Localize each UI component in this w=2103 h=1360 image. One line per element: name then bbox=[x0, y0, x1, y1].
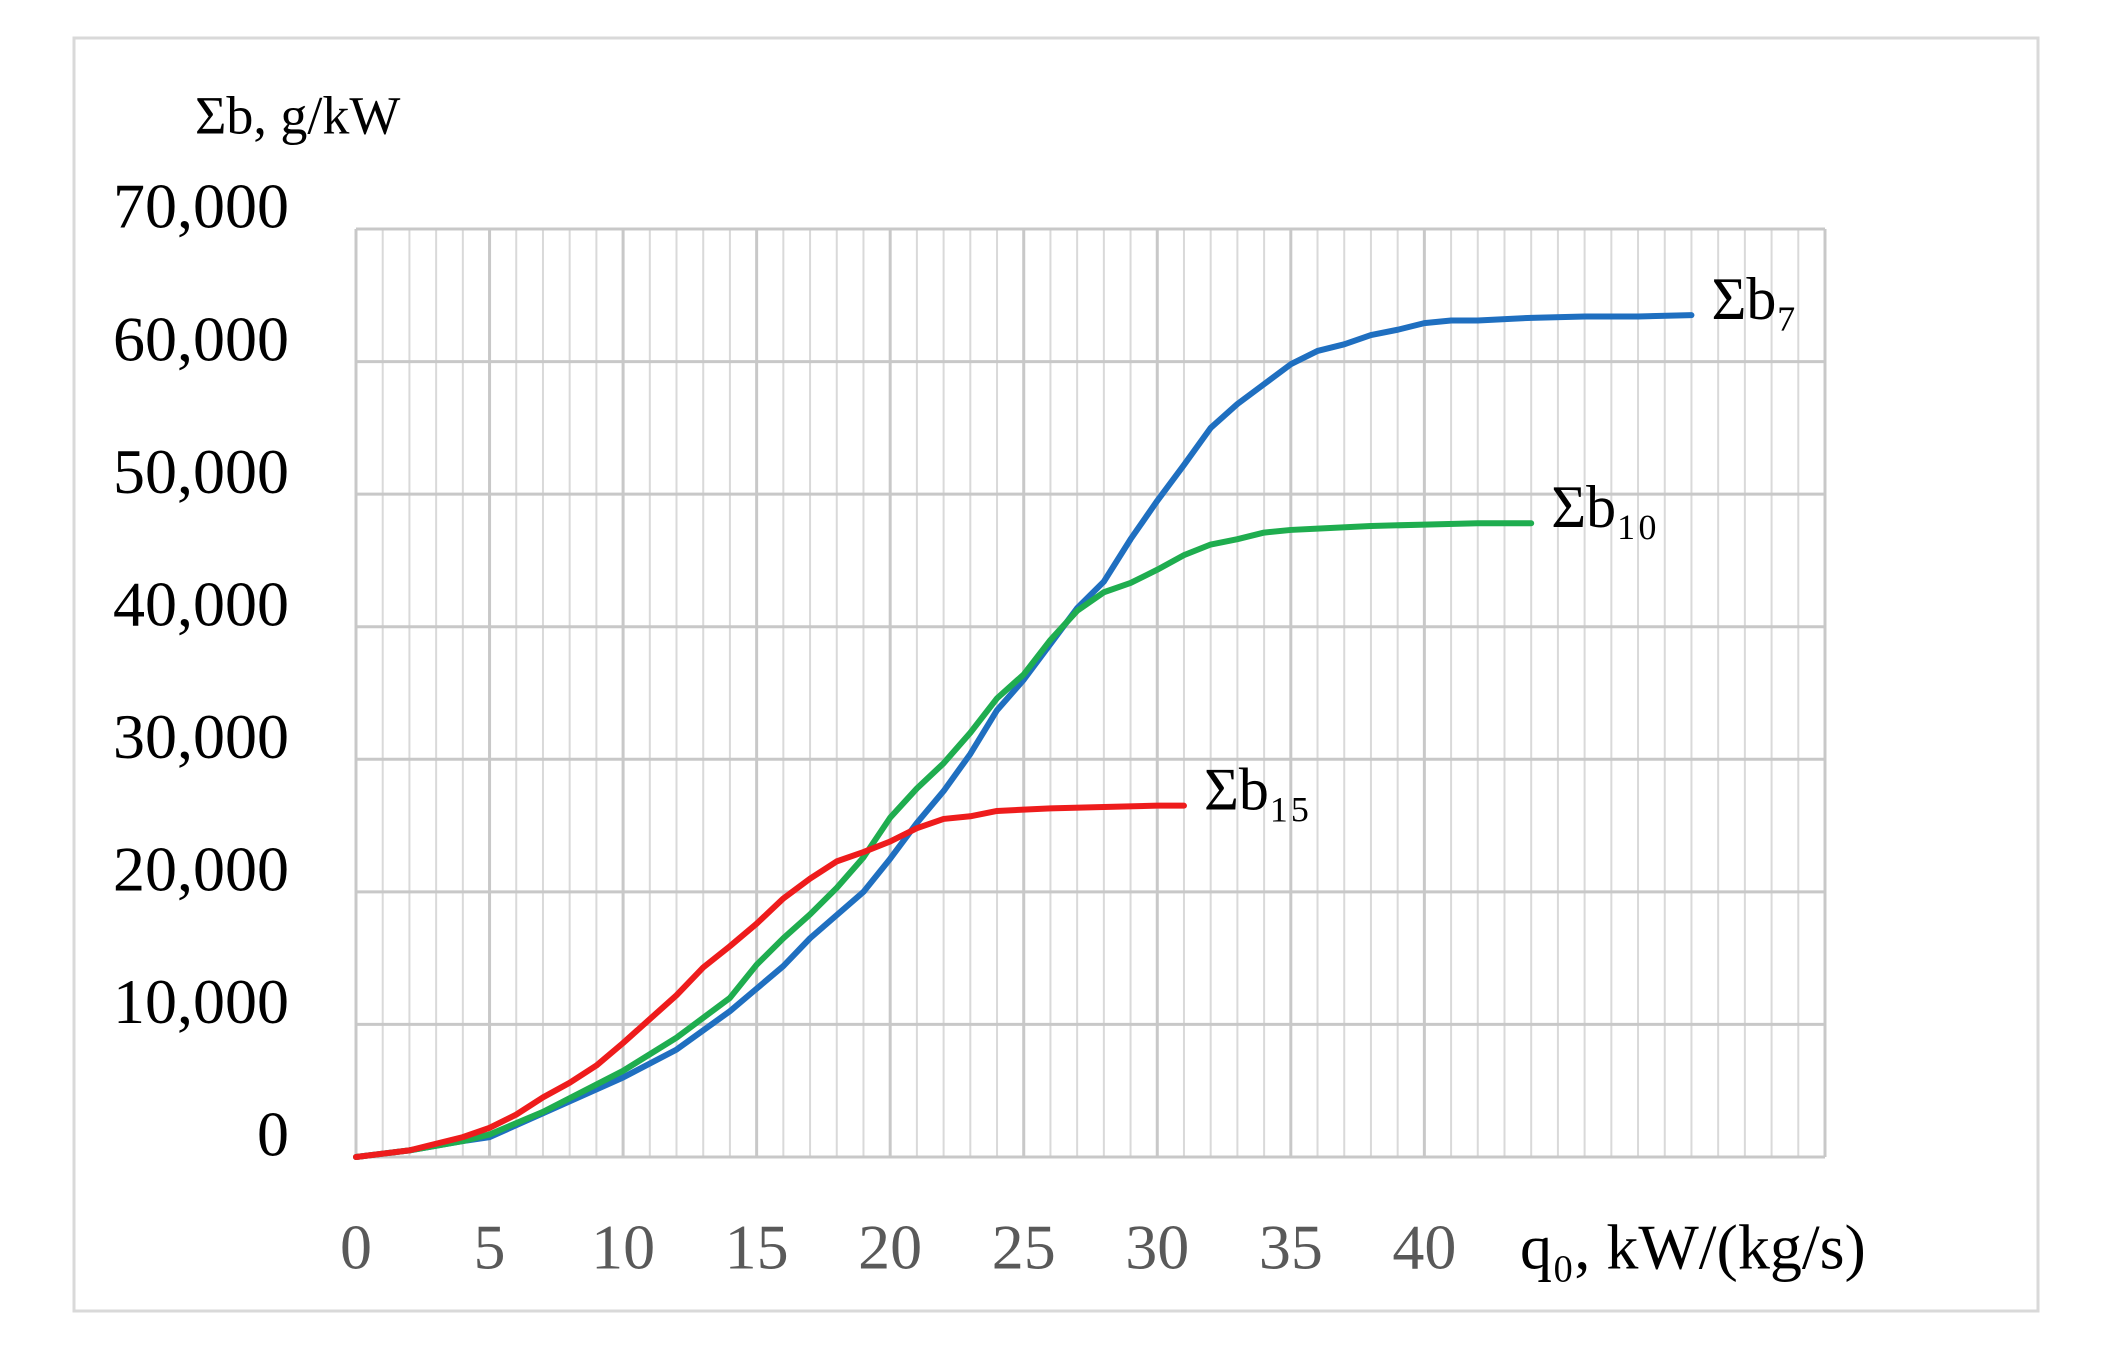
y-tick-label: 10,000 bbox=[113, 966, 289, 1037]
y-tick-label: 20,000 bbox=[113, 834, 289, 905]
y-tick-label: 0 bbox=[257, 1099, 289, 1170]
y-axis-label: Σb, g/kW bbox=[195, 85, 400, 145]
x-tick-label: 10 bbox=[591, 1212, 655, 1283]
y-tick-label: 30,000 bbox=[113, 701, 289, 772]
series-label: Σb₇ bbox=[1711, 266, 1797, 332]
frame bbox=[72, 36, 2040, 1313]
x-axis-label: q₀, kW/(kg/s) bbox=[1520, 1212, 1866, 1283]
x-tick-label: 25 bbox=[992, 1212, 1056, 1283]
series-line bbox=[353, 802, 1187, 1160]
series-line bbox=[353, 520, 1535, 1160]
x-tick-label: 15 bbox=[725, 1212, 789, 1283]
x-tick-label: 30 bbox=[1125, 1212, 1189, 1283]
x-tick-label: 5 bbox=[474, 1212, 506, 1283]
series-label: Σb₁₅ bbox=[1204, 756, 1311, 822]
x-tick-label: 40 bbox=[1392, 1212, 1456, 1283]
y-tick-label: 40,000 bbox=[113, 568, 289, 639]
y-tick-label: 70,000 bbox=[113, 171, 289, 242]
x-tick-label: 35 bbox=[1259, 1212, 1323, 1283]
x-tick-label: 0 bbox=[340, 1212, 372, 1283]
y-tick-label: 60,000 bbox=[113, 303, 289, 374]
series-label: Σb₁₀ bbox=[1551, 474, 1658, 540]
x-tick-label: 20 bbox=[858, 1212, 922, 1283]
y-tick-label: 50,000 bbox=[113, 436, 289, 507]
